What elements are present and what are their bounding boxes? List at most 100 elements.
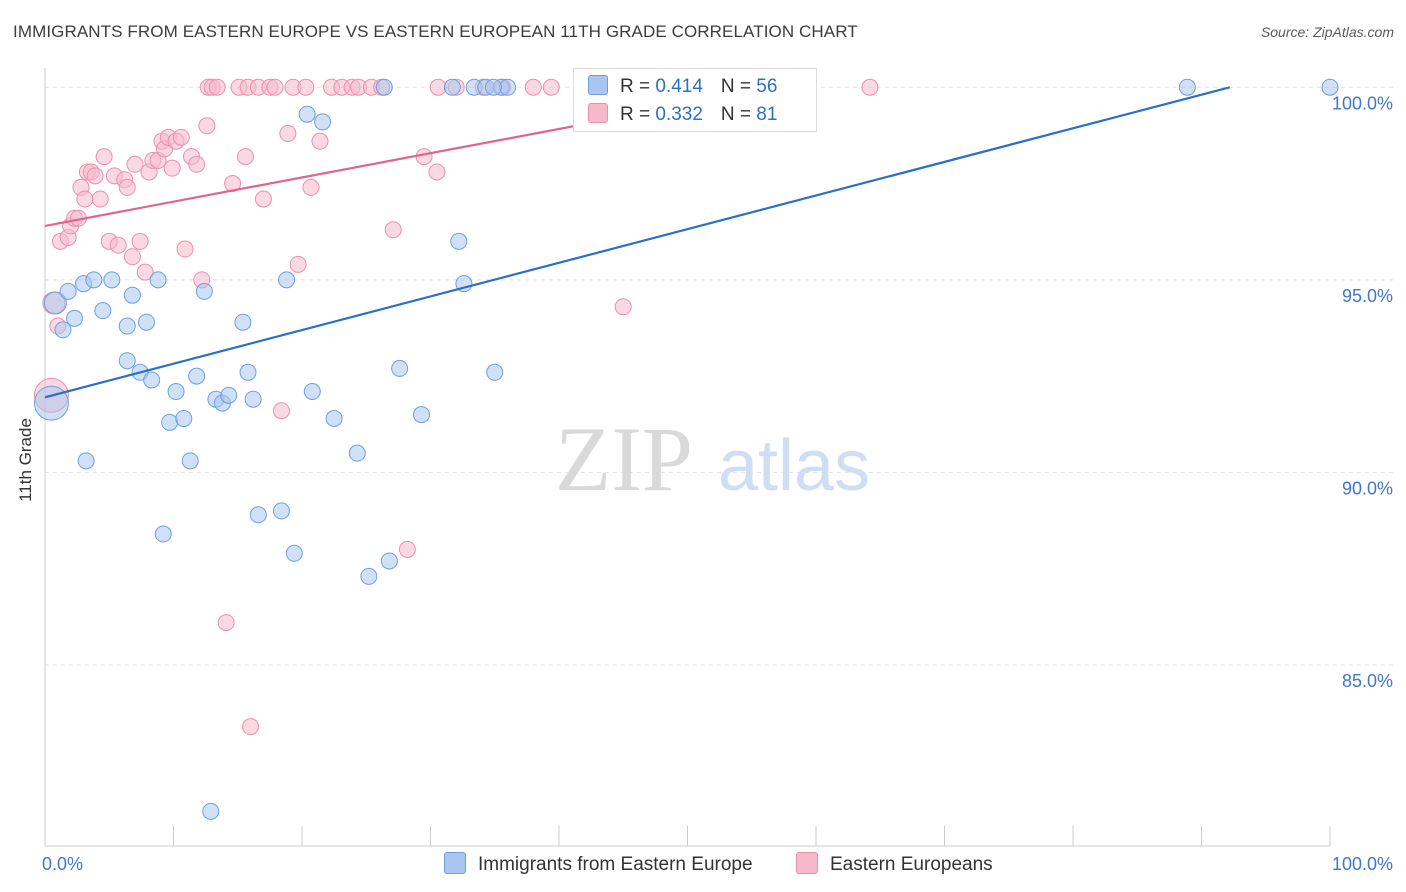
- legend-r-label: R =: [620, 104, 656, 125]
- data-point-pink: [398, 540, 416, 558]
- data-point-blue: [484, 78, 502, 96]
- data-point-blue: [77, 452, 95, 470]
- data-point-blue: [154, 525, 172, 543]
- data-point-blue: [103, 271, 121, 289]
- data-point-blue: [1321, 78, 1339, 96]
- legend-n-blue: 56: [756, 76, 778, 97]
- data-point-blue: [143, 371, 161, 389]
- data-point-blue: [234, 313, 252, 331]
- data-point-pink: [123, 248, 141, 266]
- legend-n-label: N =: [720, 104, 757, 125]
- legend-swatch-pink: [588, 103, 608, 123]
- legend-r-label: R =: [620, 76, 656, 97]
- data-point-pink: [91, 190, 109, 208]
- data-point-blue: [375, 78, 393, 96]
- series-eastern-europeans: [33, 78, 879, 736]
- data-point-pink: [311, 132, 329, 150]
- data-point-blue: [167, 383, 185, 401]
- data-point-blue: [1178, 78, 1196, 96]
- data-point-pink: [384, 221, 402, 239]
- data-point-blue: [54, 321, 72, 339]
- x-tick-label-min: 0.0%: [42, 854, 83, 874]
- data-point-blue: [450, 232, 468, 250]
- data-point-pink: [236, 148, 254, 166]
- data-point-pink: [279, 124, 297, 142]
- tick-labels: 85.0% 90.0% 95.0% 100.0% 0.0% 100.0%: [42, 93, 1393, 874]
- data-point-blue: [59, 282, 77, 300]
- y-tick-label: 95.0%: [1342, 286, 1393, 306]
- legend-n-pink: 81: [756, 104, 778, 125]
- data-point-blue: [303, 383, 321, 401]
- legend-swatch-pink: [796, 852, 818, 874]
- data-point-blue: [380, 552, 398, 570]
- data-point-blue: [391, 359, 409, 377]
- legend-r-blue: 0.414: [655, 76, 703, 97]
- data-point-blue: [181, 452, 199, 470]
- y-tick-label: 90.0%: [1342, 478, 1393, 498]
- data-point-blue: [348, 444, 366, 462]
- y-tick-label: 100.0%: [1332, 93, 1393, 113]
- data-point-blue: [175, 409, 193, 427]
- data-point-pink: [76, 190, 94, 208]
- data-point-blue: [249, 506, 267, 524]
- data-point-pink: [614, 298, 632, 316]
- data-point-blue: [195, 282, 213, 300]
- legend-n-label: N =: [720, 76, 757, 97]
- data-point-pink: [136, 263, 154, 281]
- data-point-pink: [109, 236, 127, 254]
- data-point-pink: [542, 78, 560, 96]
- data-point-blue: [413, 406, 431, 424]
- data-point-blue: [118, 317, 136, 335]
- data-point-blue: [220, 386, 238, 404]
- chart-title: IMMIGRANTS FROM EASTERN EUROPE VS EASTER…: [13, 22, 858, 41]
- data-point-blue: [33, 385, 69, 421]
- data-point-pink: [126, 155, 144, 173]
- data-point-blue: [285, 544, 303, 562]
- data-point-blue: [325, 409, 343, 427]
- data-point-blue: [486, 363, 504, 381]
- trend-lines: [44, 86, 1231, 399]
- watermark-atlas: atlas: [718, 426, 870, 506]
- legend-swatch-blue: [588, 75, 608, 95]
- data-point-blue: [272, 502, 290, 520]
- data-point-blue: [188, 367, 206, 385]
- data-point-pink: [172, 128, 190, 146]
- legend-r-pink: 0.332: [655, 104, 703, 125]
- legend-label-immigrants: Immigrants from Eastern Europe: [478, 854, 753, 875]
- data-point-pink: [289, 255, 307, 273]
- stats-legend: R = 0.414 N = 56 R = 0.332 N = 81: [573, 68, 817, 132]
- data-point-pink: [208, 78, 226, 96]
- data-point-blue: [94, 302, 112, 320]
- data-point-blue: [298, 105, 316, 123]
- data-point-pink: [198, 117, 216, 135]
- data-point-pink: [86, 167, 104, 185]
- watermark: ZIP atlas: [555, 408, 870, 510]
- data-point-pink: [95, 148, 113, 166]
- x-tick-label-max: 100.0%: [1332, 854, 1393, 874]
- data-point-pink: [118, 178, 136, 196]
- trend-line-blue: [44, 86, 1231, 399]
- data-point-blue: [239, 363, 257, 381]
- source-credit: Source: ZipAtlas.com: [1260, 24, 1394, 40]
- data-point-blue: [499, 78, 517, 96]
- data-point-pink: [254, 190, 272, 208]
- watermark-zip: ZIP: [555, 408, 693, 510]
- data-point-blue: [149, 271, 167, 289]
- legend-item-immigrants: Immigrants from Eastern Europe: [444, 852, 753, 876]
- series-immigrants-from-eastern-europe: [33, 78, 1339, 820]
- data-point-blue: [202, 802, 220, 820]
- data-point-blue: [278, 271, 296, 289]
- legend-label-eastern-europeans: Eastern Europeans: [830, 854, 993, 875]
- y-axis-label: 11th Grade: [16, 418, 35, 502]
- data-point-pink: [176, 240, 194, 258]
- data-point-pink: [297, 78, 315, 96]
- data-point-blue: [118, 352, 136, 370]
- data-point-blue: [66, 309, 84, 327]
- data-point-blue: [123, 286, 141, 304]
- data-point-pink: [524, 78, 542, 96]
- data-point-pink: [266, 78, 284, 96]
- data-point-pink: [188, 155, 206, 173]
- data-point-pink: [242, 718, 260, 736]
- data-point-pink: [428, 163, 446, 181]
